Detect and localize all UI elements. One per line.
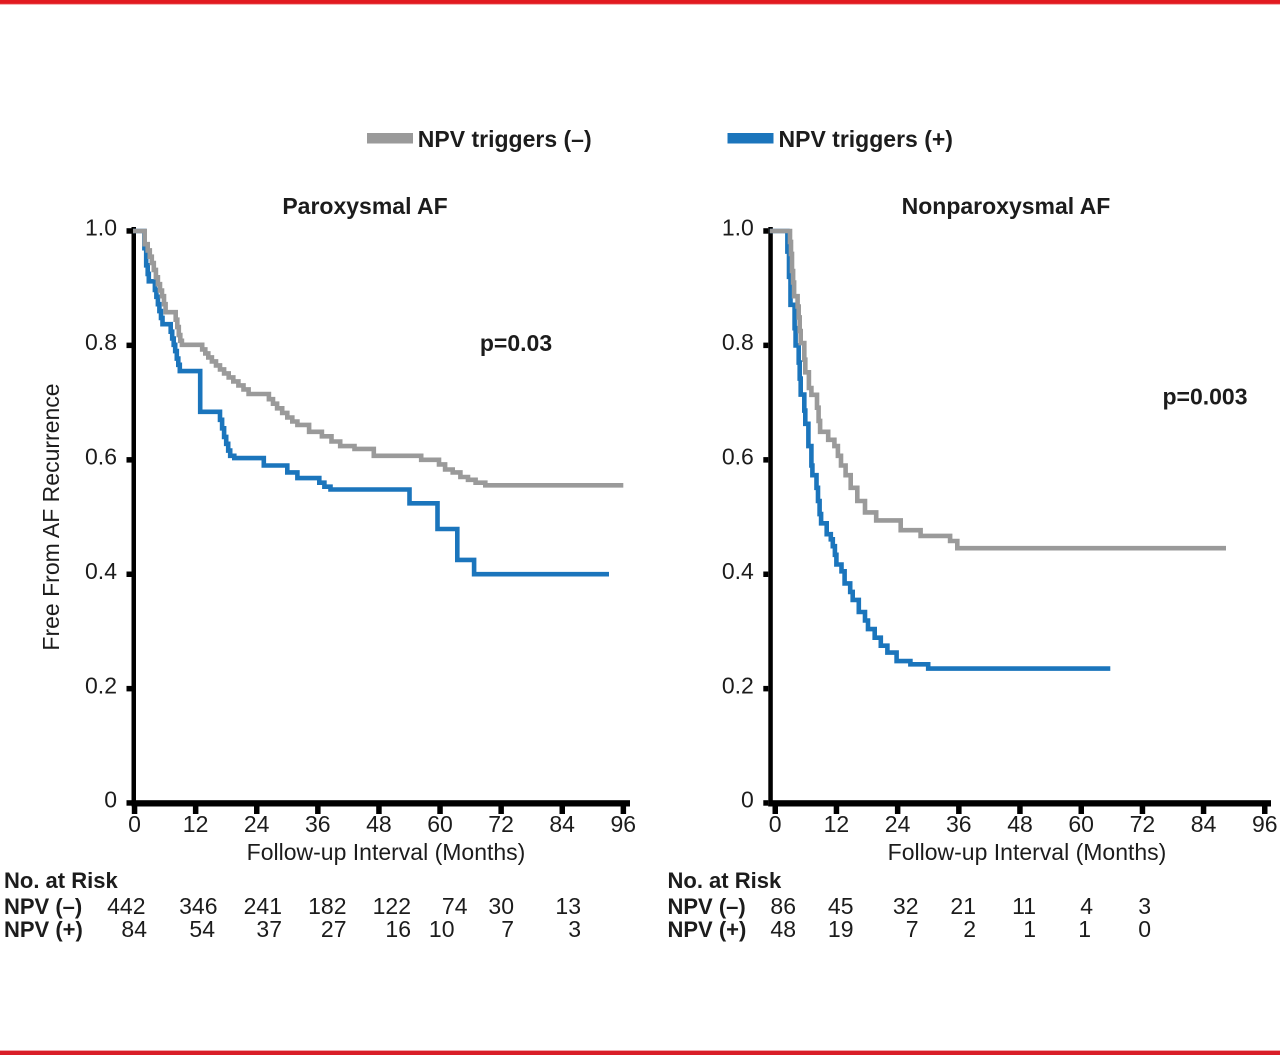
- svg-text:1: 1: [1078, 916, 1091, 942]
- svg-text:86: 86: [770, 893, 796, 919]
- svg-text:74: 74: [442, 893, 468, 919]
- svg-text:No. at Risk: No. at Risk: [668, 868, 782, 893]
- svg-text:16: 16: [385, 916, 411, 942]
- svg-text:84: 84: [1191, 811, 1217, 837]
- svg-text:48: 48: [1007, 811, 1033, 837]
- svg-text:45: 45: [828, 893, 854, 919]
- svg-text:72: 72: [1130, 811, 1156, 837]
- svg-text:0: 0: [128, 811, 141, 837]
- svg-text:241: 241: [244, 893, 282, 919]
- svg-text:Paroxysmal AF: Paroxysmal AF: [282, 193, 447, 219]
- svg-text:No. at Risk: No. at Risk: [4, 868, 118, 893]
- svg-text:36: 36: [305, 811, 331, 837]
- svg-text:122: 122: [373, 893, 411, 919]
- svg-text:NPV (+): NPV (+): [668, 917, 747, 942]
- svg-text:1: 1: [1023, 916, 1036, 942]
- svg-text:7: 7: [501, 916, 514, 942]
- svg-text:2: 2: [963, 916, 976, 942]
- svg-text:96: 96: [611, 811, 637, 837]
- svg-text:p=0.03: p=0.03: [480, 330, 552, 356]
- svg-text:19: 19: [828, 916, 854, 942]
- svg-text:0.6: 0.6: [722, 444, 754, 470]
- svg-text:0.6: 0.6: [85, 444, 117, 470]
- svg-text:NPV triggers (+): NPV triggers (+): [779, 126, 953, 152]
- svg-text:7: 7: [906, 916, 919, 942]
- svg-text:0.4: 0.4: [722, 558, 754, 584]
- svg-text:24: 24: [885, 811, 911, 837]
- svg-text:37: 37: [256, 916, 282, 942]
- svg-text:182: 182: [308, 893, 346, 919]
- svg-text:346: 346: [179, 893, 217, 919]
- svg-text:13: 13: [555, 893, 581, 919]
- svg-text:36: 36: [946, 811, 972, 837]
- svg-text:3: 3: [1138, 893, 1151, 919]
- svg-text:NPV (–): NPV (–): [4, 894, 82, 919]
- svg-text:12: 12: [183, 811, 209, 837]
- svg-text:0.2: 0.2: [85, 672, 117, 698]
- svg-text:442: 442: [107, 893, 145, 919]
- svg-text:12: 12: [824, 811, 850, 837]
- svg-text:p=0.003: p=0.003: [1162, 384, 1247, 410]
- svg-text:Follow-up Interval (Months): Follow-up Interval (Months): [247, 839, 526, 865]
- svg-text:1.0: 1.0: [85, 215, 117, 241]
- svg-text:0: 0: [769, 811, 782, 837]
- svg-text:NPV (–): NPV (–): [668, 894, 746, 919]
- svg-text:4: 4: [1080, 893, 1093, 919]
- svg-text:72: 72: [488, 811, 514, 837]
- svg-text:96: 96: [1252, 811, 1278, 837]
- svg-text:84: 84: [549, 811, 575, 837]
- svg-text:48: 48: [366, 811, 392, 837]
- svg-text:10: 10: [429, 916, 455, 942]
- svg-text:Follow-up Interval (Months): Follow-up Interval (Months): [888, 839, 1167, 865]
- svg-text:27: 27: [321, 916, 347, 942]
- svg-text:24: 24: [244, 811, 270, 837]
- svg-text:48: 48: [770, 916, 796, 942]
- svg-text:0.2: 0.2: [722, 672, 754, 698]
- svg-text:11: 11: [1012, 893, 1036, 919]
- svg-text:NPV triggers (–): NPV triggers (–): [418, 126, 592, 152]
- svg-text:Free From AF Recurrence: Free From AF Recurrence: [38, 383, 64, 650]
- svg-text:Nonparoxysmal AF: Nonparoxysmal AF: [902, 193, 1111, 219]
- svg-text:0.8: 0.8: [722, 329, 754, 355]
- svg-text:3: 3: [568, 916, 581, 942]
- svg-text:21: 21: [950, 893, 976, 919]
- svg-text:32: 32: [893, 893, 919, 919]
- svg-text:0: 0: [741, 787, 754, 813]
- svg-text:60: 60: [1068, 811, 1094, 837]
- svg-text:60: 60: [427, 811, 453, 837]
- svg-text:1.0: 1.0: [722, 215, 754, 241]
- svg-text:0: 0: [1138, 916, 1151, 942]
- svg-text:30: 30: [488, 893, 514, 919]
- svg-text:54: 54: [189, 916, 215, 942]
- svg-text:0: 0: [104, 787, 117, 813]
- svg-text:NPV (+): NPV (+): [4, 917, 83, 942]
- svg-text:84: 84: [121, 916, 147, 942]
- svg-text:0.4: 0.4: [85, 558, 117, 584]
- svg-text:0.8: 0.8: [85, 329, 117, 355]
